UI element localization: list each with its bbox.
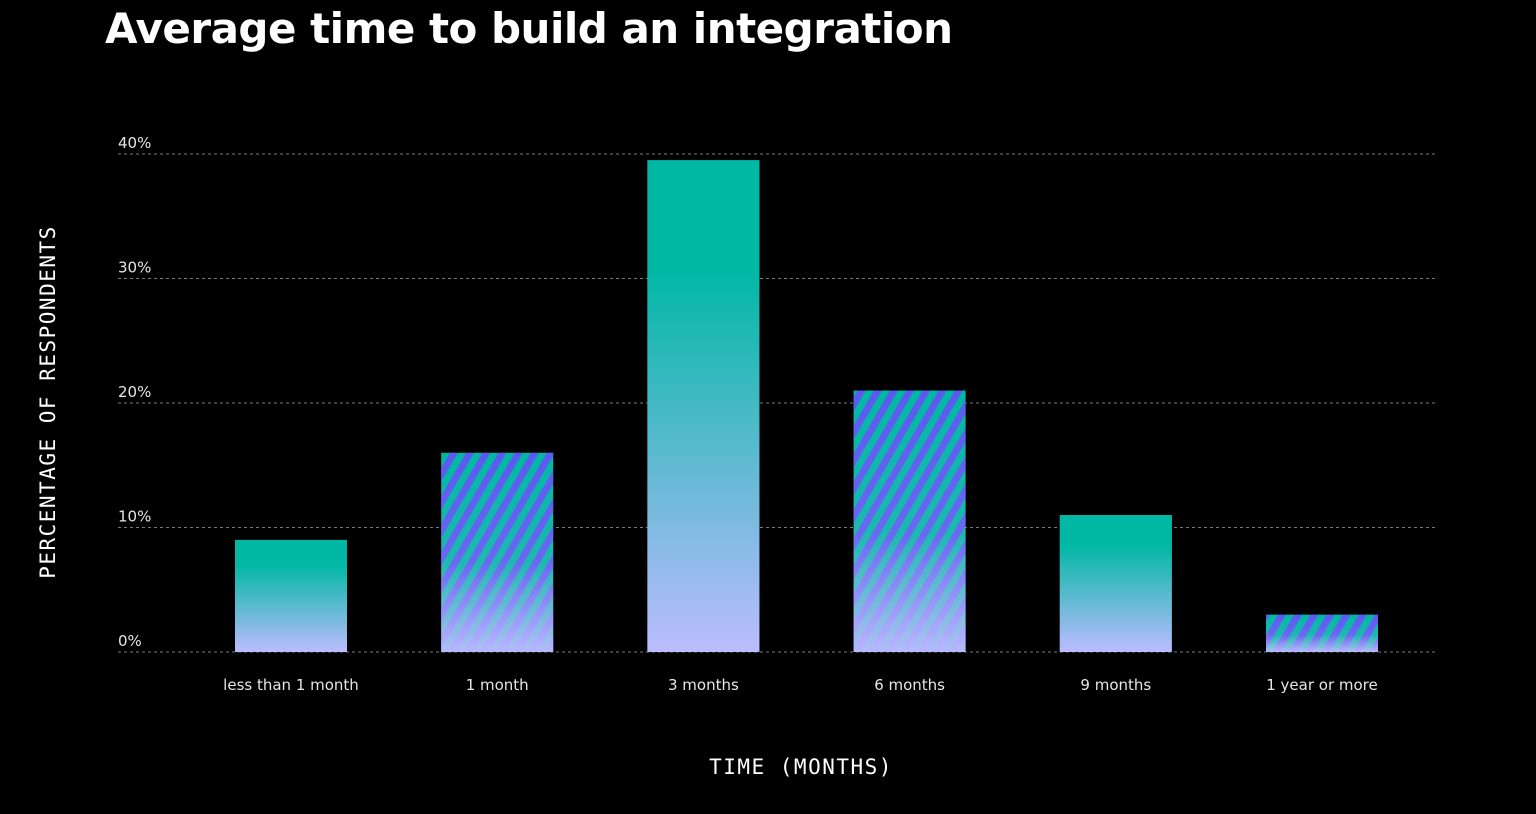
bar	[1059, 515, 1172, 652]
y-tick-label: 0%	[118, 632, 142, 650]
x-category-label: less than 1 month	[223, 676, 359, 694]
x-category-label: 6 months	[874, 676, 945, 694]
x-category-label: 1 month	[466, 676, 529, 694]
x-category-label: 3 months	[668, 676, 739, 694]
x-category-label: 9 months	[1080, 676, 1151, 694]
y-axis-ticks: 0% 10% 20% 30% 40%	[118, 134, 151, 650]
bar	[647, 160, 760, 652]
grid-lines	[118, 153, 1438, 653]
bar	[853, 390, 966, 652]
bar	[235, 539, 347, 652]
y-tick-label: 10%	[118, 508, 151, 526]
chart-title: Average time to build an integration	[105, 4, 953, 53]
y-axis-label: PERCENTAGE OF RESPONDENTS	[36, 225, 60, 579]
x-axis-label: TIME (MONTHS)	[709, 755, 893, 779]
bar	[1266, 614, 1378, 652]
y-tick-label: 40%	[118, 134, 151, 152]
bar	[441, 452, 554, 652]
bars	[235, 160, 1378, 652]
y-tick-label: 30%	[118, 259, 151, 277]
x-category-label: 1 year or more	[1266, 676, 1378, 694]
y-tick-label: 20%	[118, 383, 151, 401]
x-axis-categories: less than 1 month 1 month 3 months 6 months…	[223, 676, 1378, 694]
